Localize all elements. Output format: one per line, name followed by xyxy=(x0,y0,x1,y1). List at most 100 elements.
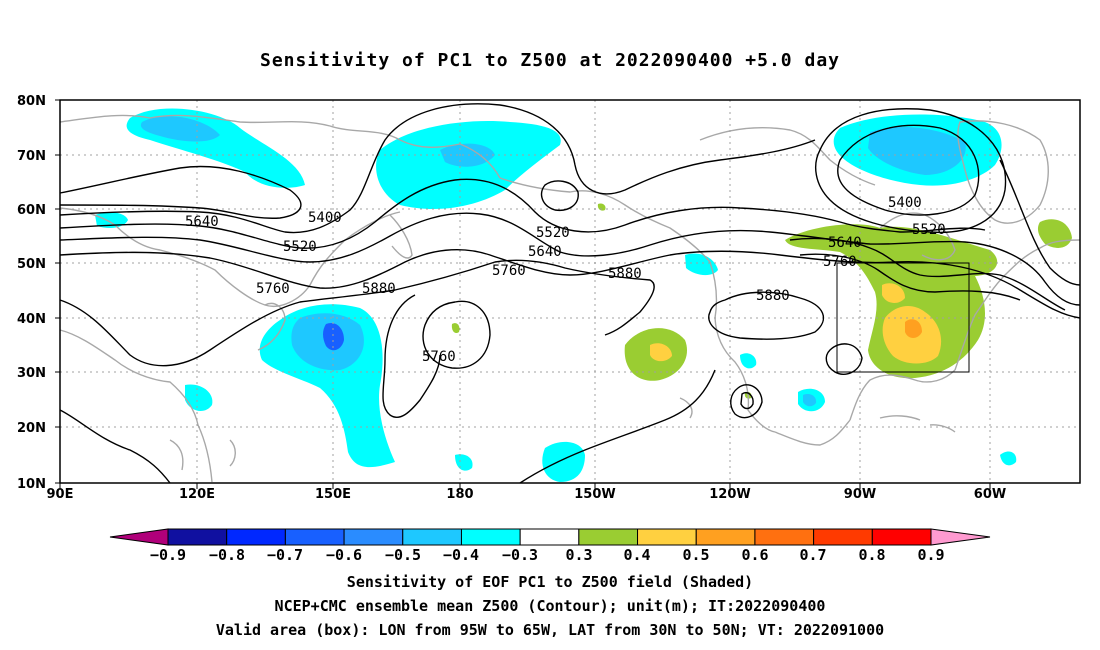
shade-negative-small-6 xyxy=(1000,451,1017,466)
contour-5520-alaska-loop xyxy=(540,180,579,212)
lat-label-80n: 80N xyxy=(17,94,46,109)
coastlines xyxy=(59,114,1081,483)
contour-5880-east xyxy=(708,291,825,340)
colorbar-segment xyxy=(578,528,639,546)
lat-label-70n: 70N xyxy=(17,149,46,164)
coastline-caribbean xyxy=(879,415,956,433)
lon-label-180: 180 xyxy=(446,487,473,502)
lon-label-150e: 150E xyxy=(315,487,351,502)
colorbar-tick-label: −0.6 xyxy=(326,546,362,564)
shade-negative-small-1 xyxy=(95,212,128,228)
lon-label-90e: 90E xyxy=(47,487,74,502)
colorbar: −0.9 −0.8 −0.7 −0.6 −0.5 −0.4 −0.3 0.3 0… xyxy=(109,528,991,564)
lon-label-120e: 120E xyxy=(179,487,215,502)
contour-5400-greenland xyxy=(837,124,980,216)
contour-line-c xyxy=(59,212,1081,306)
contour-label-9: 5880 xyxy=(608,266,642,282)
colorbar-tick-label: −0.9 xyxy=(150,546,186,564)
colorbar-tick-label: 0.3 xyxy=(565,546,592,564)
colorbar-segment xyxy=(226,528,286,546)
colorbar-tick-label: 0.6 xyxy=(741,546,768,564)
shade-positive-pacific-core xyxy=(650,343,672,362)
shade-negative-arctic-core xyxy=(440,143,495,167)
shade-negative-south xyxy=(542,441,585,482)
caption-line-1: Sensitivity of EOF PC1 to Z500 field (Sh… xyxy=(346,573,754,591)
colorbar-high-end xyxy=(930,528,991,546)
contour-small-loop-tropical-inner xyxy=(740,392,754,410)
colorbar-segment xyxy=(167,528,228,546)
lat-label-40n: 40N xyxy=(17,312,46,327)
shade-positive-small-1 xyxy=(451,323,460,334)
colorbar-tick-label: −0.7 xyxy=(267,546,303,564)
colorbar-tick-label: −0.4 xyxy=(443,546,479,564)
contour-label-10: 5400 xyxy=(888,195,922,211)
lon-label-60w: 60W xyxy=(974,487,1006,502)
caption-line-3: Valid area (box): LON from 95W to 65W, L… xyxy=(215,621,885,639)
colorbar-segment xyxy=(871,528,932,546)
colorbar-tick-label: 0.7 xyxy=(799,546,826,564)
colorbar-tick-label: 0.4 xyxy=(623,546,650,564)
valid-area-box xyxy=(836,262,970,373)
colorbar-segments xyxy=(167,528,932,546)
caption-line-2: NCEP+CMC ensemble mean Z500 (Contour); u… xyxy=(274,597,826,615)
contour-5880-main xyxy=(59,259,655,367)
contour-label-5: 5880 xyxy=(362,281,396,297)
colorbar-segment xyxy=(402,528,462,546)
map-border xyxy=(59,99,1081,484)
shade-negative-small-5 xyxy=(803,393,817,407)
coastline-mexico xyxy=(774,419,851,446)
contour-5880-pacific-loop xyxy=(382,294,441,418)
lat-label-50n: 50N xyxy=(17,257,46,272)
contour-label-11: 5520 xyxy=(912,222,946,238)
colorbar-tick-label: 0.9 xyxy=(917,546,944,564)
colorbar-segment xyxy=(284,528,345,546)
coastline-asia-east xyxy=(59,207,401,307)
contour-line-d xyxy=(59,248,1081,319)
shade-positive-east-na-yellow-2 xyxy=(882,283,905,304)
contour-5760-low xyxy=(422,300,491,369)
contour-label-7: 5640 xyxy=(528,244,562,260)
coastline-islands xyxy=(169,397,693,471)
shade-negative-siberia-core xyxy=(140,116,220,142)
contour-label-13: 5760 xyxy=(823,254,857,270)
contour-south-west xyxy=(59,409,171,484)
contour-5640-east xyxy=(999,159,1081,286)
colorbar-tick-label: 0.8 xyxy=(858,546,885,564)
contour-label-15: 5760 xyxy=(422,349,456,365)
colorbar-tick-labels: −0.9 −0.8 −0.7 −0.6 −0.5 −0.4 −0.3 0.3 0… xyxy=(150,546,945,564)
lat-label-30n: 30N xyxy=(17,366,46,381)
coastline-asia-north xyxy=(59,114,501,179)
colorbar-segment xyxy=(460,528,521,546)
contour-label-4: 5760 xyxy=(256,281,290,297)
map-title: Sensitivity of PC1 to Z500 at 2022090400… xyxy=(259,50,840,71)
contour-label-group: 5400 5520 5640 5760 5880 5520 5640 5760 … xyxy=(185,195,946,365)
shade-negative-small-3 xyxy=(685,253,718,276)
contour-south-east xyxy=(519,369,716,484)
lon-label-150w: 150W xyxy=(574,487,615,502)
shade-negative-greenland-core xyxy=(868,127,966,175)
contour-label-14: 5880 xyxy=(756,288,790,304)
colorbar-segment xyxy=(343,528,404,546)
contour-label-3: 5640 xyxy=(185,214,219,230)
coastline-canada-arctic xyxy=(699,126,876,186)
longitude-axis xyxy=(59,483,991,489)
shaded-sensitivity xyxy=(95,108,1072,482)
coastline-japan xyxy=(257,302,286,351)
contour-east-lines xyxy=(789,237,1066,311)
contour-label-8: 5760 xyxy=(492,263,526,279)
latitude-axis xyxy=(55,99,60,484)
z500-contours xyxy=(59,103,1081,484)
colorbar-segment xyxy=(813,528,873,546)
contour-line-b xyxy=(59,178,986,249)
coastline-greenland xyxy=(957,120,1049,224)
contour-label-6: 5520 xyxy=(536,225,570,241)
coastline-china-coast xyxy=(59,329,213,483)
coastline-gulf xyxy=(849,369,956,421)
shade-negative-small-7 xyxy=(455,454,473,471)
contour-5400-west xyxy=(59,165,302,219)
lat-label-60n: 60N xyxy=(17,203,46,218)
contour-5520-greenland xyxy=(814,108,1007,234)
lat-label-20n: 20N xyxy=(17,421,46,436)
lon-label-90w: 90W xyxy=(844,487,876,502)
